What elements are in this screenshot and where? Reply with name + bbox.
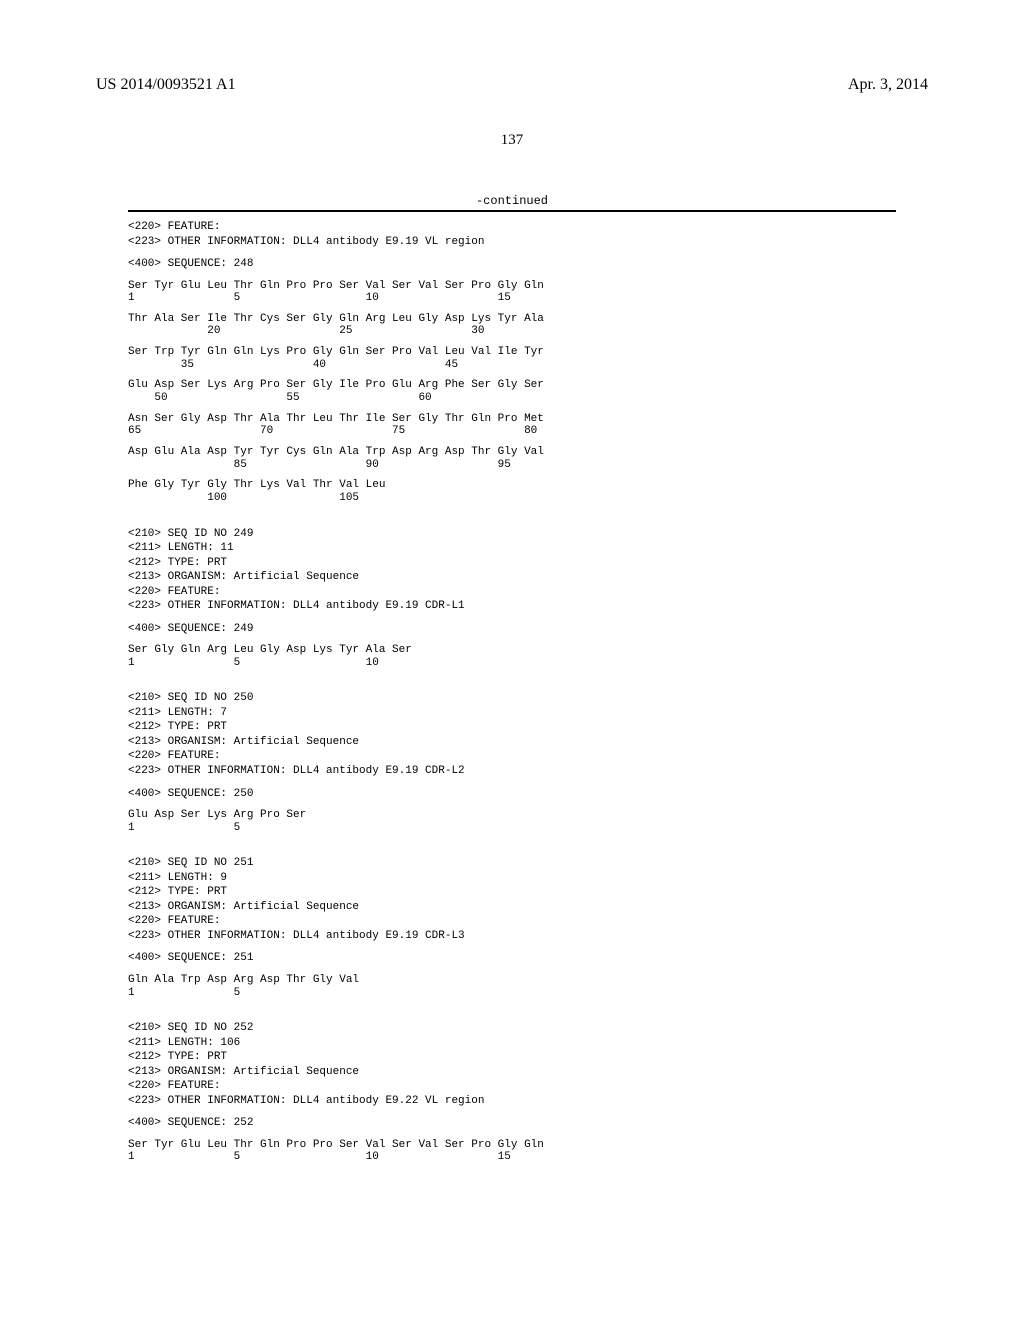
sequence-header: <400> SEQUENCE: 252 bbox=[128, 1116, 896, 1131]
meta-line: <213> ORGANISM: Artificial Sequence bbox=[128, 735, 896, 750]
aa-line: Ser Gly Gln Arg Leu Gly Asp Lys Tyr Ala … bbox=[128, 644, 896, 657]
spacer bbox=[128, 1108, 896, 1116]
position-line: 85 90 95 bbox=[128, 459, 896, 472]
spacer bbox=[128, 614, 896, 622]
position-line: 65 70 75 80 bbox=[128, 425, 896, 438]
meta-line: <210> SEQ ID NO 252 bbox=[128, 1021, 896, 1036]
spacer bbox=[128, 801, 896, 809]
continued-label: -continued bbox=[0, 194, 1024, 208]
aa-line: Ser Tyr Glu Leu Thr Gln Pro Pro Ser Val … bbox=[128, 1139, 896, 1152]
meta-line: <223> OTHER INFORMATION: DLL4 antibody E… bbox=[128, 764, 896, 779]
position-line: 35 40 45 bbox=[128, 359, 896, 372]
position-line: 20 25 30 bbox=[128, 325, 896, 338]
meta-line: <210> SEQ ID NO 251 bbox=[128, 856, 896, 871]
sequence-header: <400> SEQUENCE: 250 bbox=[128, 787, 896, 802]
aa-line: Gln Ala Trp Asp Arg Asp Thr Gly Val bbox=[128, 974, 896, 987]
aa-line: Phe Gly Tyr Gly Thr Lys Val Thr Val Leu bbox=[128, 479, 896, 492]
pub-date: Apr. 3, 2014 bbox=[848, 76, 928, 94]
meta-line: <220> FEATURE: bbox=[128, 1079, 896, 1094]
spacer bbox=[128, 677, 896, 691]
meta-line: <223> OTHER INFORMATION: DLL4 antibody E… bbox=[128, 1094, 896, 1109]
position-line: 1 5 10 15 bbox=[128, 1151, 896, 1164]
spacer bbox=[128, 249, 896, 257]
meta-line: <211> LENGTH: 11 bbox=[128, 541, 896, 556]
position-line: 1 5 bbox=[128, 987, 896, 1000]
position-line: 1 5 10 15 bbox=[128, 292, 896, 305]
meta-line: <211> LENGTH: 9 bbox=[128, 871, 896, 886]
meta-line: <211> LENGTH: 106 bbox=[128, 1036, 896, 1051]
sequence-listing: <220> FEATURE:<223> OTHER INFORMATION: D… bbox=[128, 220, 896, 1172]
aa-line: Asn Ser Gly Asp Thr Ala Thr Leu Thr Ile … bbox=[128, 413, 896, 426]
meta-line: <212> TYPE: PRT bbox=[128, 1050, 896, 1065]
meta-line: <223> OTHER INFORMATION: DLL4 antibody E… bbox=[128, 929, 896, 944]
sequence-header: <400> SEQUENCE: 249 bbox=[128, 622, 896, 637]
spacer bbox=[128, 842, 896, 856]
aa-line: Asp Glu Ala Asp Tyr Tyr Cys Gln Ala Trp … bbox=[128, 446, 896, 459]
meta-line: <220> FEATURE: bbox=[128, 585, 896, 600]
meta-line: <211> LENGTH: 7 bbox=[128, 706, 896, 721]
sequence-header: <400> SEQUENCE: 251 bbox=[128, 951, 896, 966]
meta-line: <213> ORGANISM: Artificial Sequence bbox=[128, 900, 896, 915]
patent-page: US 2014/0093521 A1 Apr. 3, 2014 137 -con… bbox=[0, 0, 1024, 1320]
meta-line: <223> OTHER INFORMATION: DLL4 antibody E… bbox=[128, 599, 896, 614]
spacer bbox=[128, 513, 896, 527]
pub-number: US 2014/0093521 A1 bbox=[96, 76, 236, 94]
position-line: 1 5 bbox=[128, 822, 896, 835]
spacer bbox=[128, 272, 896, 280]
aa-line: Ser Tyr Glu Leu Thr Gln Pro Pro Ser Val … bbox=[128, 280, 896, 293]
aa-line: Glu Asp Ser Lys Arg Pro Ser Gly Ile Pro … bbox=[128, 379, 896, 392]
position-line: 50 55 60 bbox=[128, 392, 896, 405]
aa-line: Ser Trp Tyr Gln Gln Lys Pro Gly Gln Ser … bbox=[128, 346, 896, 359]
spacer bbox=[128, 1131, 896, 1139]
spacer bbox=[128, 636, 896, 644]
spacer bbox=[128, 1007, 896, 1021]
meta-line: <213> ORGANISM: Artificial Sequence bbox=[128, 570, 896, 585]
meta-line: <210> SEQ ID NO 249 bbox=[128, 527, 896, 542]
aa-line: Glu Asp Ser Lys Arg Pro Ser bbox=[128, 809, 896, 822]
meta-line: <212> TYPE: PRT bbox=[128, 885, 896, 900]
position-line: 1 5 10 bbox=[128, 657, 896, 670]
spacer bbox=[128, 966, 896, 974]
meta-line: <212> TYPE: PRT bbox=[128, 720, 896, 735]
meta-line: <212> TYPE: PRT bbox=[128, 556, 896, 571]
meta-line: <210> SEQ ID NO 250 bbox=[128, 691, 896, 706]
spacer bbox=[128, 779, 896, 787]
meta-line: <220> FEATURE: bbox=[128, 749, 896, 764]
aa-line: Thr Ala Ser Ile Thr Cys Ser Gly Gln Arg … bbox=[128, 313, 896, 326]
position-line: 100 105 bbox=[128, 492, 896, 505]
spacer bbox=[128, 943, 896, 951]
meta-line: <220> FEATURE: bbox=[128, 220, 896, 235]
meta-line: <223> OTHER INFORMATION: DLL4 antibody E… bbox=[128, 235, 896, 250]
meta-line: <213> ORGANISM: Artificial Sequence bbox=[128, 1065, 896, 1080]
top-rule bbox=[128, 210, 896, 212]
meta-line: <220> FEATURE: bbox=[128, 914, 896, 929]
sequence-header: <400> SEQUENCE: 248 bbox=[128, 257, 896, 272]
page-number: 137 bbox=[0, 132, 1024, 149]
